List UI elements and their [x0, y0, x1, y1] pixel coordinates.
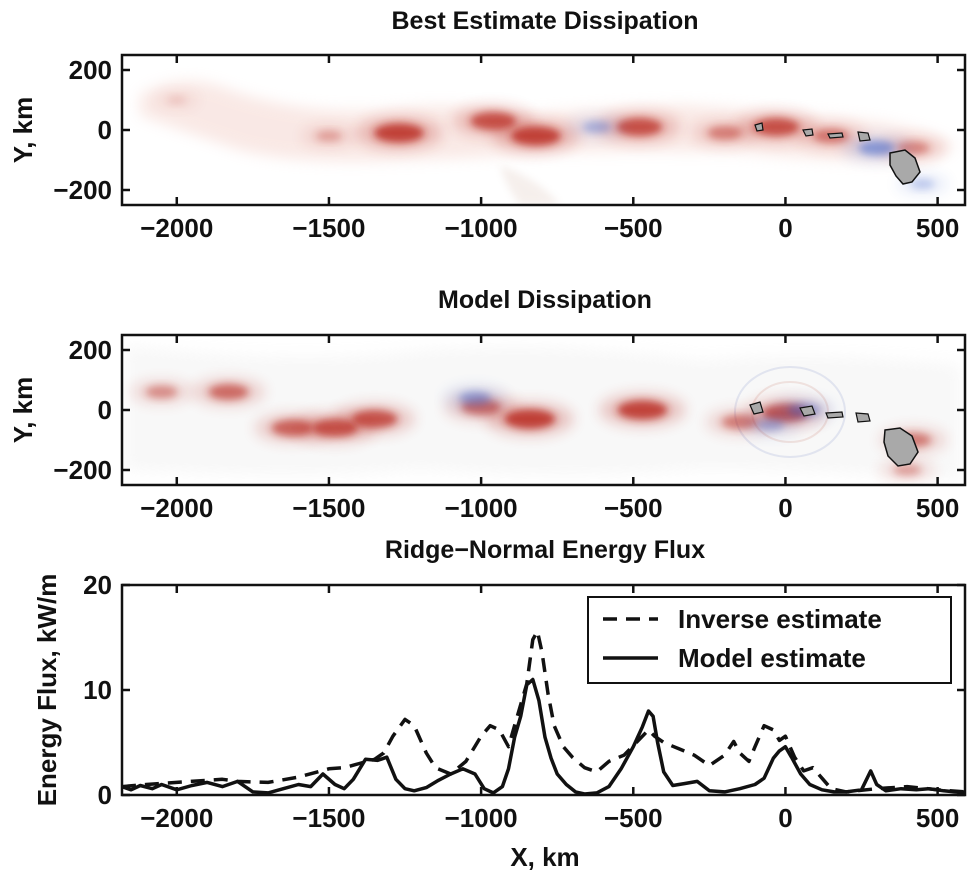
x-tick-label: 500: [916, 493, 959, 523]
panel2-molokai-island: [825, 411, 844, 419]
panel2-ticks: −2000 −1500 −1000 −500 0 500 200 0 −200: [53, 335, 965, 523]
dissipation-core: [208, 384, 249, 400]
y-tick-label: 0: [98, 115, 112, 145]
panel2-title: Model Dissipation: [438, 286, 652, 314]
dissipation-core: [351, 410, 398, 428]
legend: Inverse estimate Model estimate: [587, 596, 952, 684]
x-tick-label: −1500: [292, 493, 365, 523]
panel2-hawaii-island: [883, 427, 919, 467]
dissipation-core: [373, 123, 424, 143]
dissipation-core: [617, 400, 668, 420]
y-tick-label: 10: [83, 675, 112, 705]
y-tick-label: 200: [69, 55, 112, 85]
panel1-islands: [754, 122, 921, 185]
x-tick-label: −2000: [140, 493, 213, 523]
x-tick-label: 0: [778, 213, 792, 243]
x-tick-label: −1500: [292, 213, 365, 243]
dissipation-core: [616, 118, 663, 136]
model-estimate-line: [122, 677, 965, 795]
panel1-hawaii-island: [889, 149, 921, 185]
panel3-ticks: −2000 −1500 −1000 −500 0 500 20 10 0: [83, 570, 965, 833]
dissipation-core: [510, 126, 561, 146]
x-tick-label: 500: [916, 213, 959, 243]
dissipation-core: [504, 409, 556, 429]
panel2-maui-island: [855, 412, 871, 423]
y-tick-label: −200: [53, 175, 112, 205]
x-tick-label: 500: [916, 803, 959, 833]
panel1-oahu-island: [802, 128, 814, 137]
y-tick-label: 200: [69, 335, 112, 365]
legend-box: [587, 596, 952, 684]
dissipation-core: [756, 419, 785, 431]
dissipation-core: [582, 121, 611, 133]
panel1-y-axis-label: Y, km: [8, 97, 38, 164]
dissipation-core: [145, 385, 178, 399]
panel1-molokai-island: [827, 132, 844, 139]
dissipation-core: [707, 126, 742, 140]
x-tick-label: 0: [778, 803, 792, 833]
panel1-kauai-island: [754, 122, 764, 132]
panel2-plot-area: [125, 345, 960, 481]
panel3-lines: [122, 629, 965, 795]
panel2-kauai-island: [749, 401, 764, 415]
y-tick-label: 20: [83, 570, 112, 600]
x-tick-label: −1000: [445, 493, 518, 523]
dissipation-core: [753, 118, 800, 136]
inverse-estimate-line: [122, 629, 965, 794]
panel1-maui-island: [857, 131, 871, 142]
panel3-x-axis-label: X, km: [510, 842, 579, 872]
dissipation-core: [459, 391, 492, 405]
panel1-tail-haze: [500, 165, 560, 205]
x-tick-label: −1500: [292, 803, 365, 833]
x-tick-label: −500: [604, 493, 663, 523]
panel2-heatmap: [125, 345, 960, 481]
dissipation-core: [893, 464, 922, 476]
dissipation-core: [910, 178, 935, 190]
panel3-plot-area: [122, 629, 965, 795]
dissipation-core: [167, 95, 186, 105]
panel2-y-axis-label: Y, km: [8, 377, 38, 444]
x-tick-label: −500: [604, 803, 663, 833]
legend-label-model: Model estimate: [678, 643, 866, 673]
panel1-heatmap: [140, 81, 955, 205]
panel1-title: Best Estimate Dissipation: [391, 7, 698, 35]
x-tick-label: 0: [778, 493, 792, 523]
x-tick-label: −1000: [445, 803, 518, 833]
dissipation-core: [315, 130, 342, 142]
panel1-ticks: −2000 −1500 −1000 −500 0 500 200 0 −200: [53, 55, 965, 243]
x-tick-label: −2000: [140, 803, 213, 833]
legend-label-inverse: Inverse estimate: [678, 604, 882, 634]
x-tick-label: −1000: [445, 213, 518, 243]
panel1-plot-area: [140, 81, 955, 205]
y-tick-label: 0: [98, 395, 112, 425]
panel3-title: Ridge−Normal Energy Flux: [385, 536, 705, 564]
dissipation-core: [858, 140, 895, 156]
panel2-oahu-island: [799, 405, 816, 417]
x-tick-label: −2000: [140, 213, 213, 243]
y-tick-label: 0: [98, 780, 112, 810]
x-tick-label: −500: [604, 213, 663, 243]
panel2-islands: [749, 401, 919, 467]
panel3-y-axis-label: Energy Flux, kW/m: [32, 574, 62, 807]
y-tick-label: −200: [53, 455, 112, 485]
